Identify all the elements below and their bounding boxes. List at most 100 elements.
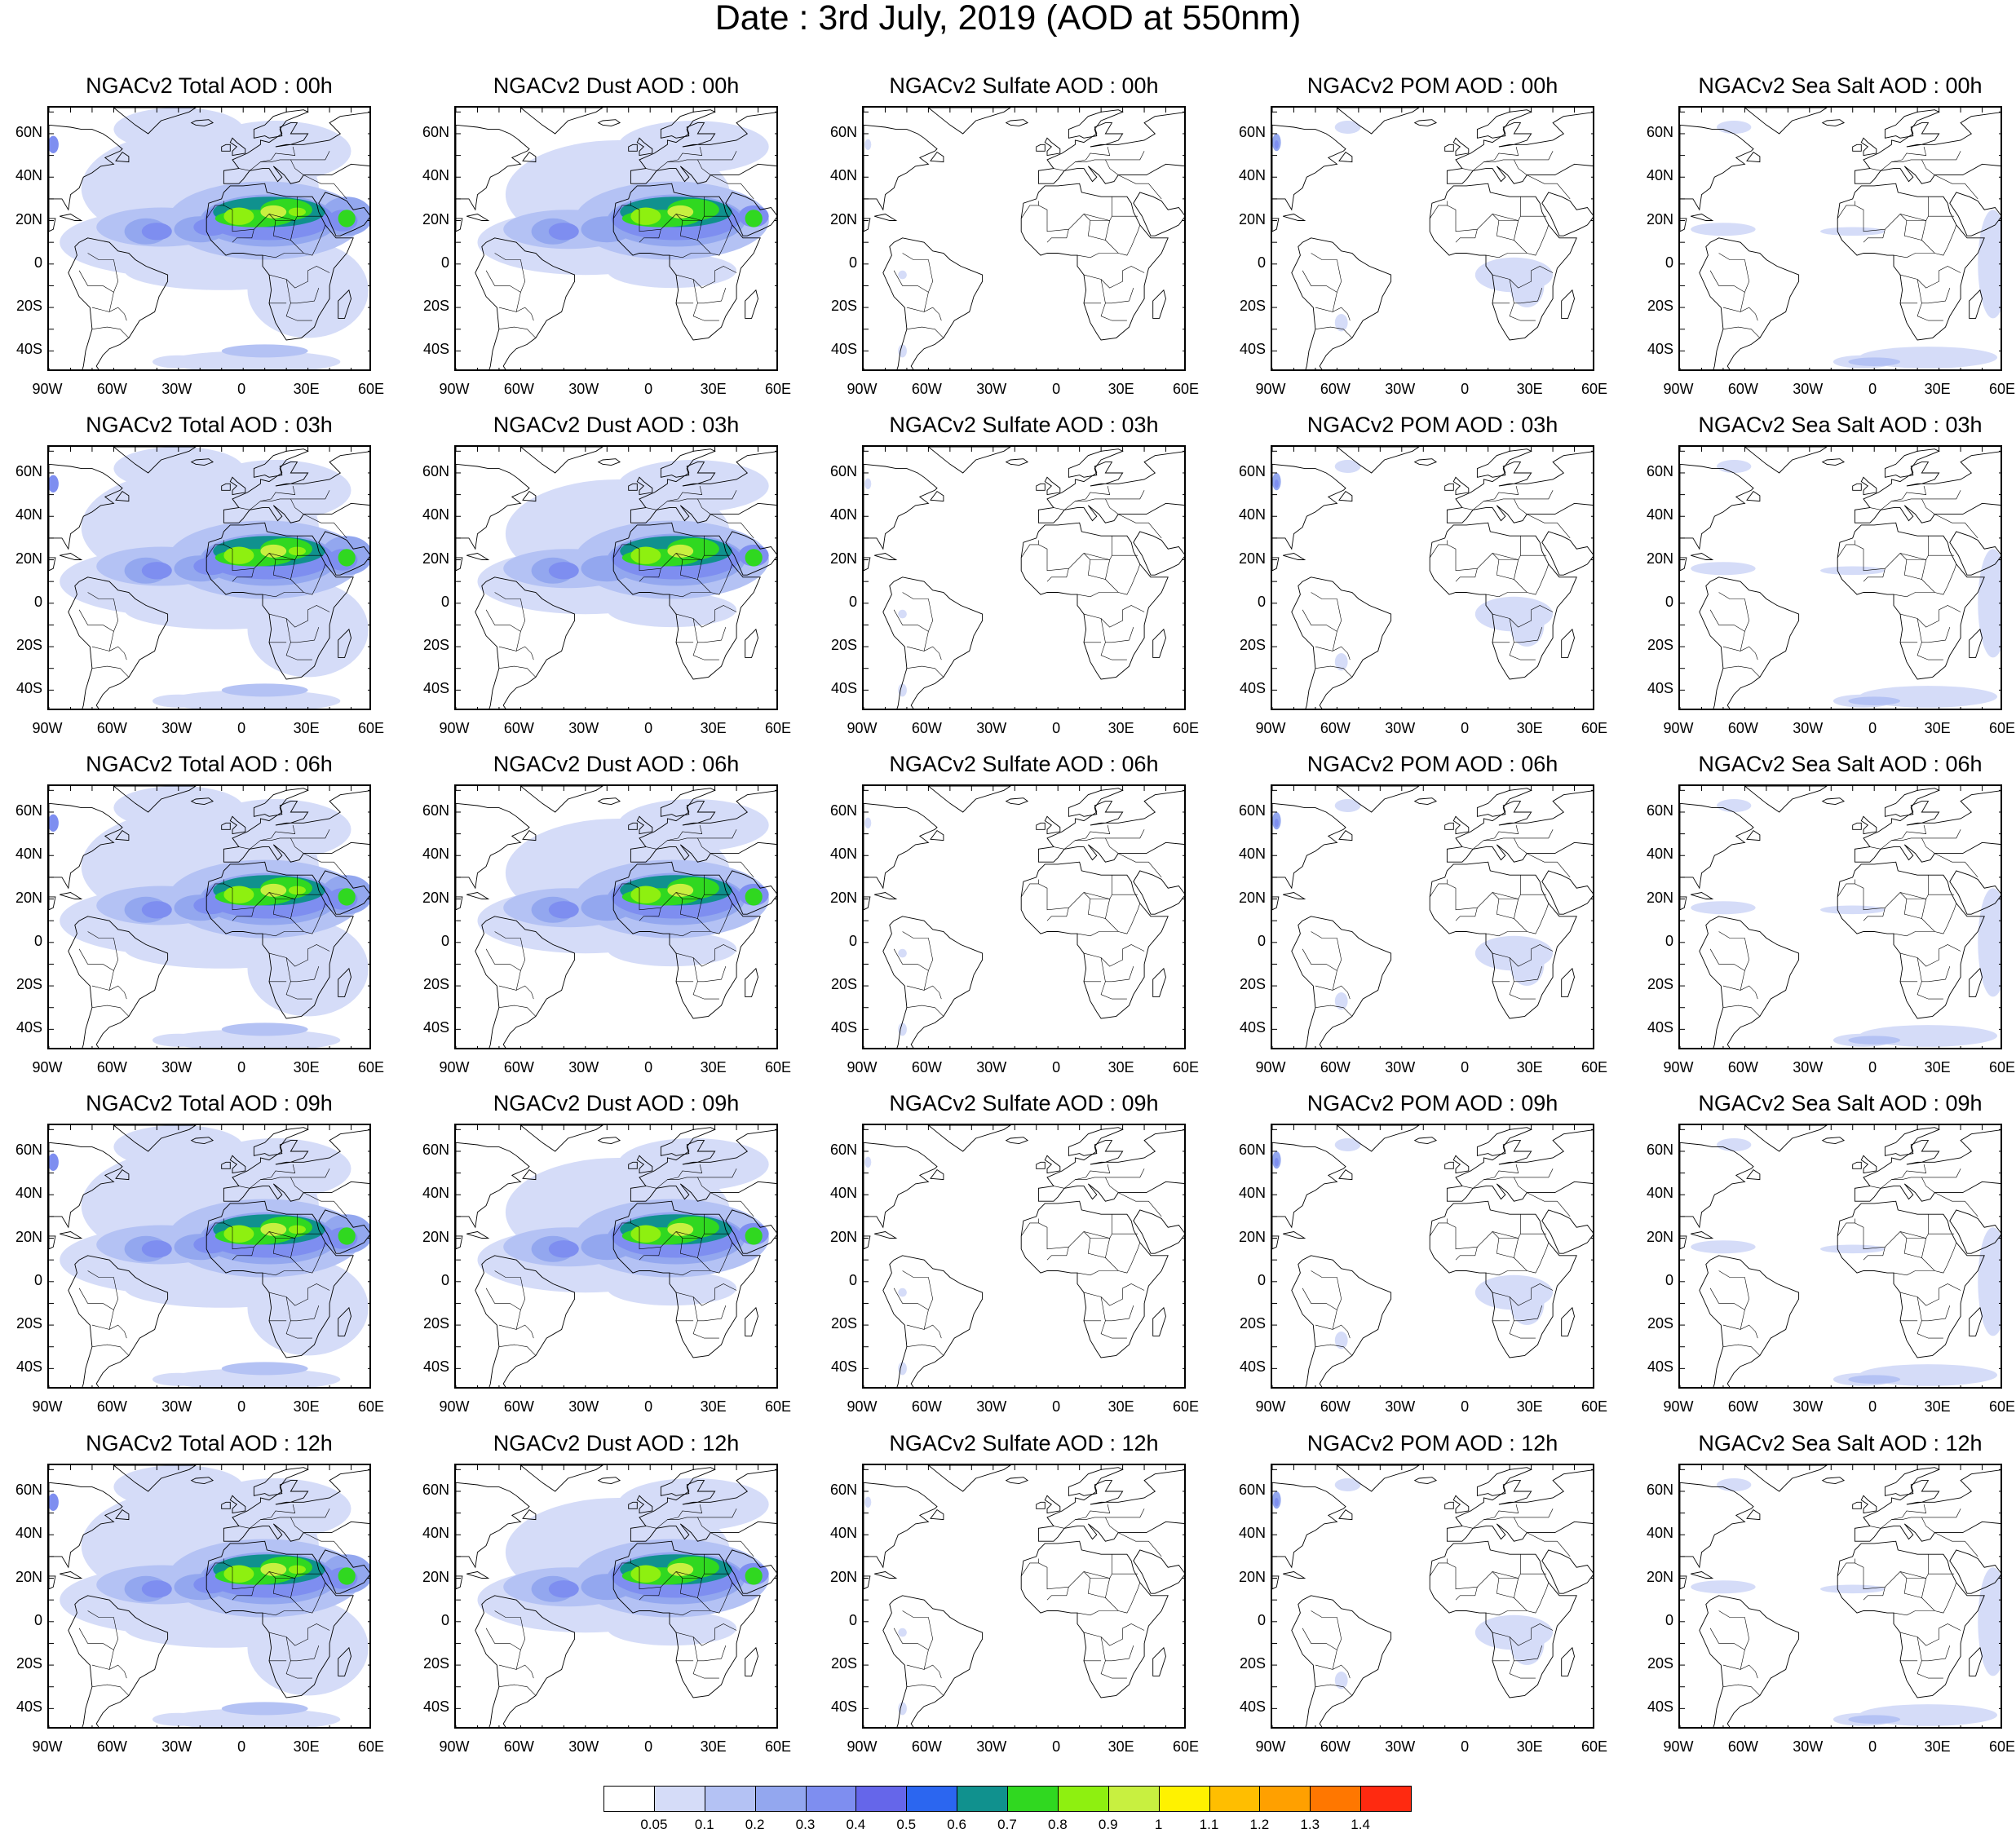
country-border [1447, 875, 1520, 910]
map-frame [454, 1124, 778, 1389]
coastline-ireland [1445, 1162, 1454, 1168]
country-border [486, 1628, 520, 1670]
lat-tick-label: 40S [0, 1698, 42, 1715]
lon-tick-label: 60E [1978, 1059, 2016, 1076]
country-border [1021, 201, 1038, 219]
lat-tick-label: 40N [1625, 1185, 1673, 1201]
coastline-iceland [1006, 1137, 1028, 1144]
map-frame [47, 445, 371, 710]
coastline-namerica [864, 1142, 937, 1249]
lat-tick-label: 40S [400, 1698, 449, 1715]
country-border [1950, 871, 1956, 881]
country-border [1038, 875, 1112, 910]
lat-tick-label: 20S [400, 298, 449, 314]
lon-tick-label: 90W [1246, 1398, 1295, 1415]
country-border [1054, 1164, 1110, 1188]
country-border [907, 307, 941, 320]
lat-tick-label: 60N [400, 1482, 449, 1498]
lon-tick-label: 60E [1161, 1738, 1210, 1755]
coastline-cuba [874, 214, 896, 221]
country-border [1311, 254, 1342, 293]
lon-tick-label: 30E [1913, 1059, 1962, 1076]
colorbar-label: 0.9 [1084, 1817, 1133, 1833]
lat-tick-label: 0 [0, 594, 42, 610]
coastline-europe [1447, 112, 1594, 183]
coastline-samerica [1292, 916, 1391, 1049]
lon-tick-label: 30E [1097, 720, 1146, 736]
country-border [903, 1271, 933, 1310]
coastline-cuba [874, 1572, 896, 1579]
lon-tick-label: 30E [689, 720, 738, 736]
country-border [499, 307, 533, 320]
coastline-samerica [883, 577, 983, 710]
country-border [1934, 1193, 1978, 1217]
country-border [1855, 1554, 1928, 1589]
country-border [1105, 1508, 1144, 1517]
lat-tick-label: 0 [1217, 1272, 1266, 1288]
lat-tick-label: 40S [400, 680, 449, 696]
coastline-cuba [60, 214, 82, 221]
aod-plume [1978, 1567, 2002, 1676]
coastline-samerica [883, 1256, 983, 1389]
lat-tick-label: 20S [1625, 298, 1673, 314]
colorbar-swatch [855, 1786, 907, 1812]
lon-tick-label: 30W [967, 1398, 1016, 1415]
lon-tick-label: 30E [282, 381, 331, 397]
aod-plume [260, 884, 286, 897]
coastline-europe [1038, 1129, 1186, 1201]
coastline-madagascar [1970, 290, 1983, 319]
aod-plume [745, 549, 763, 566]
country-border [1118, 515, 1161, 538]
coastline-africa [1021, 862, 1168, 1018]
coastline-africa [1021, 523, 1168, 679]
coastline-cuba [1283, 1572, 1305, 1579]
coastline-newfoundland [1339, 152, 1352, 162]
lat-tick-label: 40N [0, 506, 42, 523]
lat-tick-label: 20N [1625, 550, 1673, 567]
coastline-africa [1837, 1541, 1984, 1698]
country-border [1900, 893, 1926, 919]
country-border [907, 1685, 944, 1695]
lat-tick-label: 20S [1217, 976, 1266, 992]
country-border [1894, 1611, 1934, 1615]
coastline-madagascar [1153, 969, 1166, 997]
aod-plume [153, 1034, 205, 1047]
aod-plume [1691, 223, 1755, 236]
lat-tick-label: 60N [0, 463, 42, 479]
aod-plume [153, 1713, 205, 1726]
lat-tick-label: 20N [400, 1569, 449, 1585]
lat-tick-label: 20N [1217, 890, 1266, 906]
country-border [1311, 932, 1342, 971]
lon-tick-label: 30E [1097, 1398, 1146, 1415]
country-border [1870, 486, 1926, 510]
coastline-samerica [1292, 238, 1391, 371]
lat-tick-label: 40N [1625, 1525, 1673, 1541]
aod-plume [49, 136, 59, 153]
country-border [1302, 1288, 1337, 1330]
aod-plume [549, 1240, 579, 1257]
aod-plume [745, 1227, 763, 1244]
aod-plume [667, 884, 693, 897]
lat-tick-label: 20N [0, 550, 42, 567]
coastline-europe [1447, 451, 1594, 523]
coastline-iceland [1823, 459, 1844, 466]
aod-plume [864, 479, 871, 489]
country-border [1900, 606, 1961, 628]
aod-plume [1335, 1478, 1361, 1491]
coastline-greenland [1744, 786, 1827, 812]
country-border [1101, 1661, 1127, 1678]
country-border [1054, 1504, 1110, 1528]
aod-map [1680, 1465, 2002, 1729]
lat-tick-label: 60N [808, 1482, 857, 1498]
aod-plume [1820, 567, 1885, 576]
country-border [1921, 1583, 1956, 1613]
country-border [1462, 825, 1519, 849]
lat-tick-label: 60N [400, 802, 449, 819]
lon-tick-label: 60W [902, 381, 951, 397]
lon-tick-label: 60E [1978, 381, 2016, 397]
country-border [1038, 1554, 1112, 1589]
country-border [1710, 1628, 1744, 1670]
